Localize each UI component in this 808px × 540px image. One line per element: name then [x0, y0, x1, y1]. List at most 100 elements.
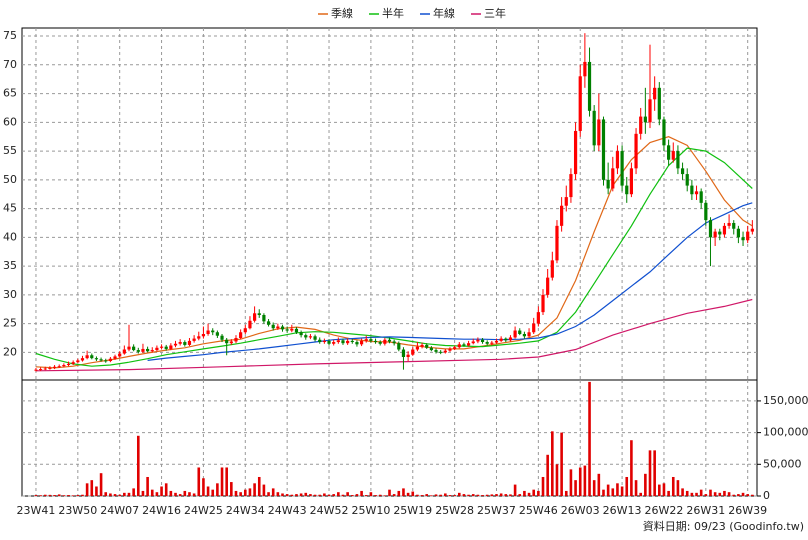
candle-body [155, 347, 159, 351]
x-tick-label: 24W43 [268, 504, 307, 517]
volume-bar [527, 492, 531, 496]
candle-body [480, 339, 485, 343]
candle-body [592, 110, 596, 146]
volume-bar [476, 494, 480, 496]
candle-body [727, 222, 731, 226]
volume-bar [378, 494, 382, 496]
candle-body [443, 350, 447, 353]
candle-body [313, 336, 317, 340]
volume-bar [95, 486, 98, 496]
volume-bar [546, 454, 549, 496]
candle-body [583, 61, 587, 77]
candle-body [252, 313, 257, 321]
candle-body [546, 277, 550, 295]
volume-bar [169, 490, 173, 496]
volume-bar [634, 480, 638, 496]
candle-body [271, 324, 275, 329]
volume-bar [118, 494, 121, 496]
volume-bar [341, 494, 345, 496]
candle-body [378, 342, 382, 344]
volume-bar [243, 489, 247, 496]
candle-body [206, 330, 210, 334]
candle-body [187, 340, 192, 345]
legend-label: 季線 [331, 6, 353, 20]
candle-body [639, 116, 643, 134]
candle-body [522, 333, 527, 337]
volume-bar [741, 492, 745, 496]
volume-bar [588, 381, 591, 496]
candle-body [704, 202, 708, 221]
x-tick-label: 24W25 [184, 504, 223, 517]
candle-body [76, 360, 80, 363]
legend-label: 半年 [382, 6, 404, 20]
volume-bar [62, 495, 66, 496]
x-tick-label: 26W39 [728, 504, 767, 517]
volume-bar [355, 494, 359, 496]
volume-bar [499, 493, 503, 496]
volume-bar [262, 484, 266, 496]
volume-bar [206, 486, 210, 496]
volume-bar [555, 464, 559, 496]
volume-bar [732, 494, 736, 496]
candle-body [90, 355, 94, 359]
candle-body [699, 191, 703, 203]
candle-body [229, 341, 233, 344]
volume-bar [225, 467, 228, 496]
volume-bar [337, 492, 340, 496]
candle-body [732, 222, 736, 229]
candle-body [578, 76, 582, 131]
y-tick-label: 75 [3, 29, 17, 42]
y-tick-label: 25 [3, 317, 17, 330]
volume-bar [127, 492, 131, 496]
volume-bar [53, 495, 56, 496]
volume-bar [123, 492, 126, 496]
candle-body [615, 151, 620, 169]
candle-body [471, 341, 475, 344]
volume-bar [174, 492, 177, 496]
volume-bar [230, 482, 233, 496]
volume-bar [239, 492, 242, 496]
volume-bar [420, 495, 424, 496]
volume-bar [518, 494, 522, 496]
volume-bar [164, 483, 168, 496]
candle-body [290, 328, 294, 331]
volume-bar [481, 495, 484, 496]
candle-body [62, 365, 66, 367]
candle-body [415, 346, 420, 350]
ma-line [147, 202, 753, 361]
candle-body [308, 336, 313, 338]
candle-body [178, 342, 182, 344]
volume-bar [323, 493, 326, 496]
candle-body [573, 130, 578, 175]
volume-bar [648, 450, 652, 496]
candle-body [420, 344, 424, 347]
volume-bar [318, 494, 322, 496]
candle-body [225, 339, 229, 344]
volume-bar [564, 490, 568, 496]
candle-body [606, 179, 610, 189]
candle-body [504, 338, 508, 341]
x-tick-label: 25W46 [519, 504, 558, 517]
candle-body [750, 228, 754, 232]
candle-body [569, 174, 573, 198]
candle-body [434, 350, 438, 352]
volume-bar [718, 492, 722, 496]
candle-body [359, 340, 364, 345]
volume-bar [578, 467, 582, 496]
volume-bar [737, 494, 740, 496]
x-tick-label: 24W16 [142, 504, 181, 517]
volume-bar [490, 494, 494, 496]
candle-body [527, 332, 531, 337]
candle-body [257, 313, 261, 316]
candle-body [183, 342, 187, 345]
candle-body [211, 330, 215, 333]
volume-bar [444, 493, 447, 496]
y-tick-label: 20 [3, 345, 17, 358]
volume-bar [751, 494, 754, 496]
candle-body [722, 225, 727, 235]
volume-bar [304, 492, 308, 496]
candle-body [536, 312, 540, 324]
candle-body [597, 119, 601, 146]
candle-body [322, 340, 326, 343]
volume-bar [406, 492, 410, 496]
